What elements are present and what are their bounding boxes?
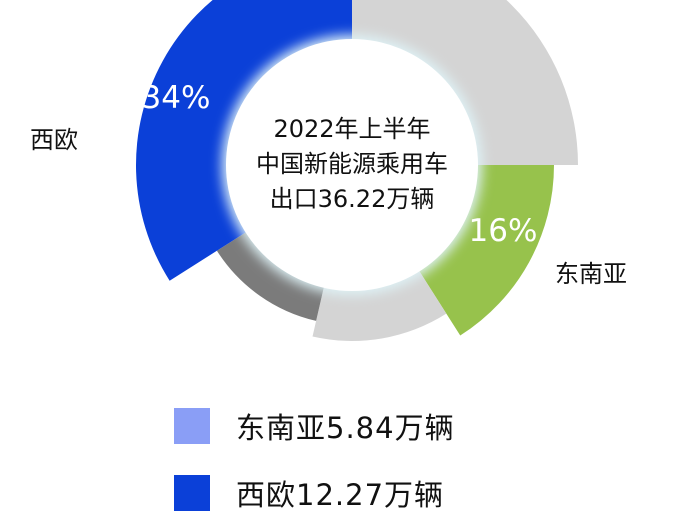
percent-label-southeast-asia: 16% (469, 213, 538, 249)
legend-text: 东南亚5.84万辆 (236, 411, 455, 445)
percent-label-west-europe: 34% (142, 80, 211, 116)
legend-swatch (174, 475, 210, 511)
slice-southeast-asia (416, 165, 554, 336)
center-text-line-1: 2022年上半年 (273, 115, 430, 143)
slice-gray-top (352, 0, 578, 165)
center-text-line-3: 出口36.22万辆 (270, 185, 435, 213)
legend-text: 西欧12.27万辆 (236, 478, 445, 512)
legend-item-southeast-asia: 东南亚5.84万辆 (174, 405, 455, 447)
center-hole (226, 39, 478, 291)
center-text-line-2: 中国新能源乘用车 (256, 150, 448, 178)
slice-west-europe (136, 0, 352, 281)
slice-label-southeast-asia: 东南亚 (555, 260, 627, 288)
slice-dark-gray (216, 229, 326, 321)
slice-label-west-europe: 西欧 (30, 126, 78, 154)
legend-item-west-europe: 西欧12.27万辆 (174, 472, 444, 514)
legend-swatch (174, 408, 210, 444)
